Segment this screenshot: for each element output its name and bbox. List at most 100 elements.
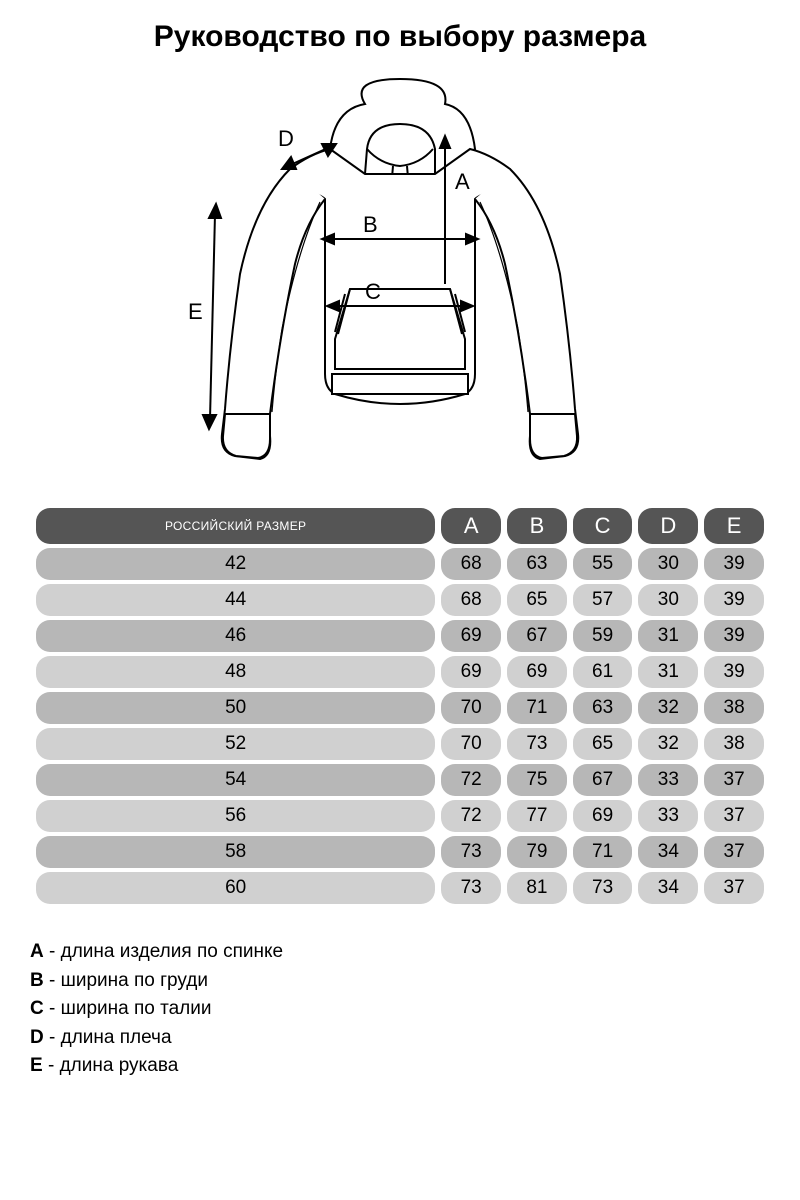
diagram-label-e: E (188, 299, 203, 324)
legend-line: D - длина плеча (30, 1024, 770, 1053)
table-row: 466967593139 (36, 620, 764, 652)
legend-key: A (30, 941, 44, 962)
table-row: 607381733437 (36, 872, 764, 904)
table-cell: 65 (507, 584, 567, 616)
table-cell: 71 (573, 836, 633, 868)
table-header-row: РОССИЙСКИЙ РАЗМЕРABCDE (36, 508, 764, 544)
table-cell: 72 (441, 764, 501, 796)
legend-key: C (30, 998, 44, 1019)
table-cell: 39 (704, 548, 764, 580)
table-cell: 77 (507, 800, 567, 832)
table-cell: 61 (573, 656, 633, 688)
table-cell: 39 (704, 584, 764, 616)
table-cell: 37 (704, 800, 764, 832)
table-cell: 30 (638, 548, 698, 580)
table-cell: 68 (441, 584, 501, 616)
col-B: B (507, 508, 567, 544)
table-cell: 81 (507, 872, 567, 904)
legend-key: E (30, 1055, 43, 1076)
table-cell: 56 (36, 800, 435, 832)
legend-text: - длина плеча (44, 1027, 172, 1048)
table-row: 547275673337 (36, 764, 764, 796)
legend-line: B - ширина по груди (30, 967, 770, 996)
table-row: 587379713437 (36, 836, 764, 868)
col-A: A (441, 508, 501, 544)
table-cell: 69 (441, 620, 501, 652)
table-row: 426863553039 (36, 548, 764, 580)
table-cell: 31 (638, 620, 698, 652)
legend-line: E - длина рукава (30, 1052, 770, 1081)
col-D: D (638, 508, 698, 544)
table-body: 4268635530394468655730394669675931394869… (36, 548, 764, 904)
col-E: E (704, 508, 764, 544)
table-cell: 34 (638, 836, 698, 868)
col-size: РОССИЙСКИЙ РАЗМЕР (36, 508, 435, 544)
table-cell: 34 (638, 872, 698, 904)
table-cell: 69 (573, 800, 633, 832)
table-cell: 79 (507, 836, 567, 868)
diagram-label-a: A (455, 169, 470, 194)
table-cell: 73 (507, 728, 567, 760)
table-cell: 37 (704, 764, 764, 796)
table-cell: 73 (441, 836, 501, 868)
table-row: 486969613139 (36, 656, 764, 688)
table-cell: 70 (441, 692, 501, 724)
table-cell: 72 (441, 800, 501, 832)
table-cell: 38 (704, 692, 764, 724)
diagram-label-d: D (278, 126, 294, 151)
hoodie-diagram: A B C D E (170, 74, 630, 474)
table-cell: 32 (638, 728, 698, 760)
table-cell: 37 (704, 872, 764, 904)
table-cell: 58 (36, 836, 435, 868)
table-cell: 39 (704, 656, 764, 688)
table-cell: 69 (441, 656, 501, 688)
table-cell: 68 (441, 548, 501, 580)
legend: A - длина изделия по спинкеB - ширина по… (30, 938, 770, 1081)
col-C: C (573, 508, 633, 544)
table-cell: 38 (704, 728, 764, 760)
table-cell: 54 (36, 764, 435, 796)
table-cell: 57 (573, 584, 633, 616)
table-cell: 73 (573, 872, 633, 904)
table-row: 567277693337 (36, 800, 764, 832)
table-cell: 39 (704, 620, 764, 652)
table-cell: 55 (573, 548, 633, 580)
diagram-label-c: C (365, 279, 381, 304)
legend-text: - ширина по груди (44, 970, 208, 991)
table-cell: 75 (507, 764, 567, 796)
table-cell: 37 (704, 836, 764, 868)
table-cell: 63 (507, 548, 567, 580)
table-row: 446865573039 (36, 584, 764, 616)
table-cell: 52 (36, 728, 435, 760)
table-cell: 71 (507, 692, 567, 724)
legend-text: - длина изделия по спинке (44, 941, 283, 962)
diagram-label-b: B (363, 212, 378, 237)
table-cell: 33 (638, 800, 698, 832)
table-cell: 69 (507, 656, 567, 688)
table-cell: 31 (638, 656, 698, 688)
legend-text: - ширина по талии (44, 998, 212, 1019)
legend-key: D (30, 1027, 44, 1048)
table-row: 507071633238 (36, 692, 764, 724)
table-cell: 46 (36, 620, 435, 652)
table-cell: 65 (573, 728, 633, 760)
legend-text: - длина рукава (43, 1055, 179, 1076)
table-cell: 44 (36, 584, 435, 616)
table-cell: 42 (36, 548, 435, 580)
table-cell: 32 (638, 692, 698, 724)
table-cell: 70 (441, 728, 501, 760)
legend-line: A - длина изделия по спинке (30, 938, 770, 967)
table-cell: 48 (36, 656, 435, 688)
size-table: РОССИЙСКИЙ РАЗМЕРABCDE 42686355303944686… (30, 504, 770, 908)
table-row: 527073653238 (36, 728, 764, 760)
page-title: Руководство по выбору размера (30, 20, 770, 54)
table-cell: 30 (638, 584, 698, 616)
legend-line: C - ширина по талии (30, 995, 770, 1024)
legend-key: B (30, 970, 44, 991)
table-cell: 73 (441, 872, 501, 904)
table-cell: 59 (573, 620, 633, 652)
table-cell: 50 (36, 692, 435, 724)
table-cell: 33 (638, 764, 698, 796)
table-cell: 67 (573, 764, 633, 796)
table-cell: 67 (507, 620, 567, 652)
